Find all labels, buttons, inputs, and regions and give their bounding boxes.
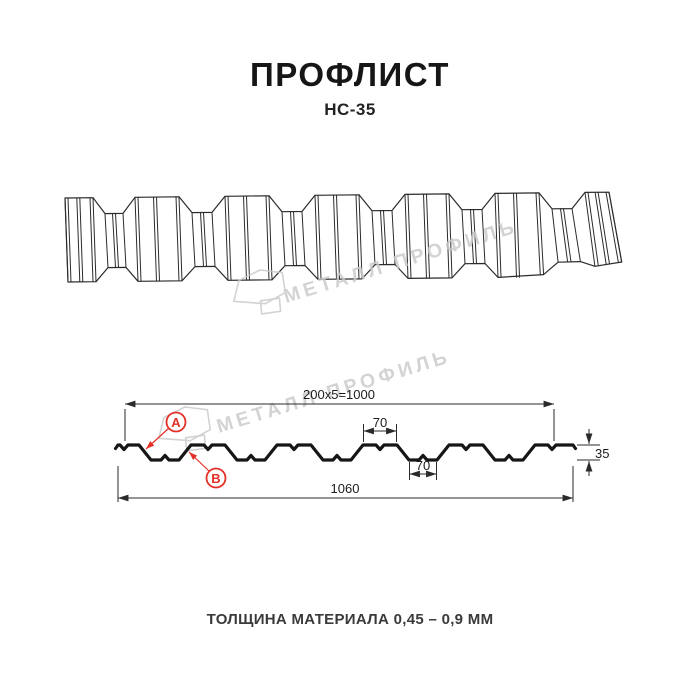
callouts: А В — [145, 411, 227, 489]
callout-a-label: А — [171, 415, 181, 430]
page-title: ПРОФЛИСТ — [250, 56, 450, 93]
cross-section-view: 200x5=1000 70 70 1060 — [113, 387, 609, 502]
dim-height: 35 — [577, 429, 609, 476]
thickness-note: ТОЛЩИНА МАТЕРИАЛА 0,45 – 0,9 ММ — [206, 611, 494, 628]
callout-a: А — [145, 411, 187, 450]
sheet-rib-lines — [64, 191, 623, 283]
callout-b: В — [188, 451, 227, 489]
brand-logo-icon — [233, 269, 287, 315]
dim-crest-width-value: 70 — [373, 415, 387, 430]
watermark-bottom: МЕТАЛЛ ПРОФИЛЬ — [158, 346, 453, 452]
dim-crest-width: 70 — [363, 415, 397, 442]
callout-a-circle — [165, 411, 187, 433]
profile-model: НС-35 — [324, 100, 376, 119]
profile-outline — [113, 443, 578, 462]
dim-trough-width-value: 70 — [416, 458, 430, 473]
dim-total-width-value: 1060 — [331, 481, 360, 496]
sheet-3d-view — [64, 191, 623, 283]
dim-height-value: 35 — [595, 446, 609, 461]
callout-b-circle — [205, 467, 227, 489]
dim-trough-width: 70 — [409, 458, 437, 480]
callout-b-label: В — [211, 471, 220, 486]
dim-coverage-width: 200x5=1000 — [124, 387, 555, 441]
dim-total-width: 1060 — [117, 466, 574, 502]
dim-coverage-width-value: 200x5=1000 — [303, 387, 375, 402]
